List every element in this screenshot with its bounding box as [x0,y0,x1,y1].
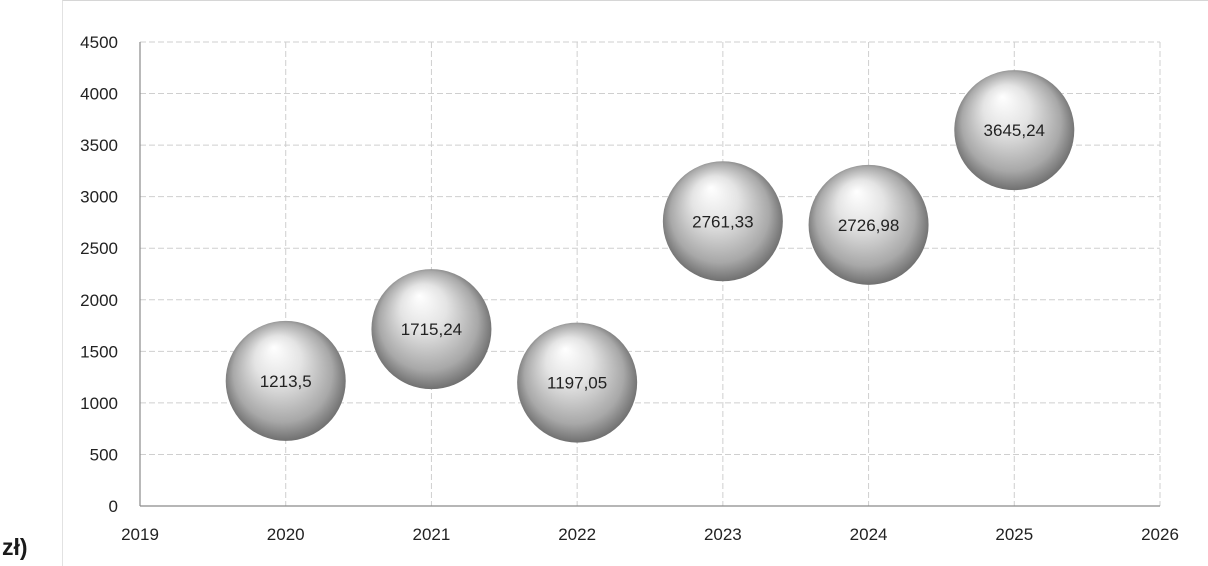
y-tick-label: 1000 [80,394,118,413]
x-tick-label: 2021 [413,525,451,544]
y-tick-label: 0 [109,497,118,516]
axes [139,42,1160,507]
data-label-2023: 2761,33 [692,212,753,231]
y-tick-label: 500 [90,445,118,464]
data-point-2022 [517,322,638,443]
x-tick-label: 2026 [1141,525,1179,544]
currency-label-fragment: zł) [2,534,28,560]
x-tick-label: 2022 [558,525,596,544]
data-label-2021: 1715,24 [401,320,462,339]
data-point-2021 [371,269,492,390]
chart-frame [62,0,1208,566]
y-tick-label: 1500 [80,342,118,361]
y-tick-label: 4000 [80,85,118,104]
y-tick-label: 4500 [80,33,118,52]
data-point-2020 [225,320,346,441]
data-label-2022: 1197,05 [547,374,607,393]
data-label-2020: 1213,5 [260,372,312,391]
data-point-2025 [954,70,1075,191]
y-tick-label: 2500 [80,239,118,258]
y-tick-label: 3000 [80,188,118,207]
y-tick-label: 3500 [80,136,118,155]
x-tick-label: 2020 [267,525,305,544]
x-tick-label: 2023 [704,525,742,544]
data-point-2023 [662,161,783,282]
data-label-2024: 2726,98 [838,216,899,235]
data-point-2024 [808,164,929,285]
y-tick-label: 2000 [80,291,118,310]
data-label-2025: 3645,24 [984,121,1045,140]
x-tick-label: 2024 [850,525,888,544]
x-tick-label: 2019 [121,525,159,544]
data-points: 1213,5 1715,24 1197,05 2761,33 2726,98 3645,2… [225,70,1075,443]
x-tick-label: 2025 [995,525,1033,544]
tick-labels: 0 500 1000 1500 2000 2500 3000 3500 4000 4500 2019… [80,33,1179,544]
